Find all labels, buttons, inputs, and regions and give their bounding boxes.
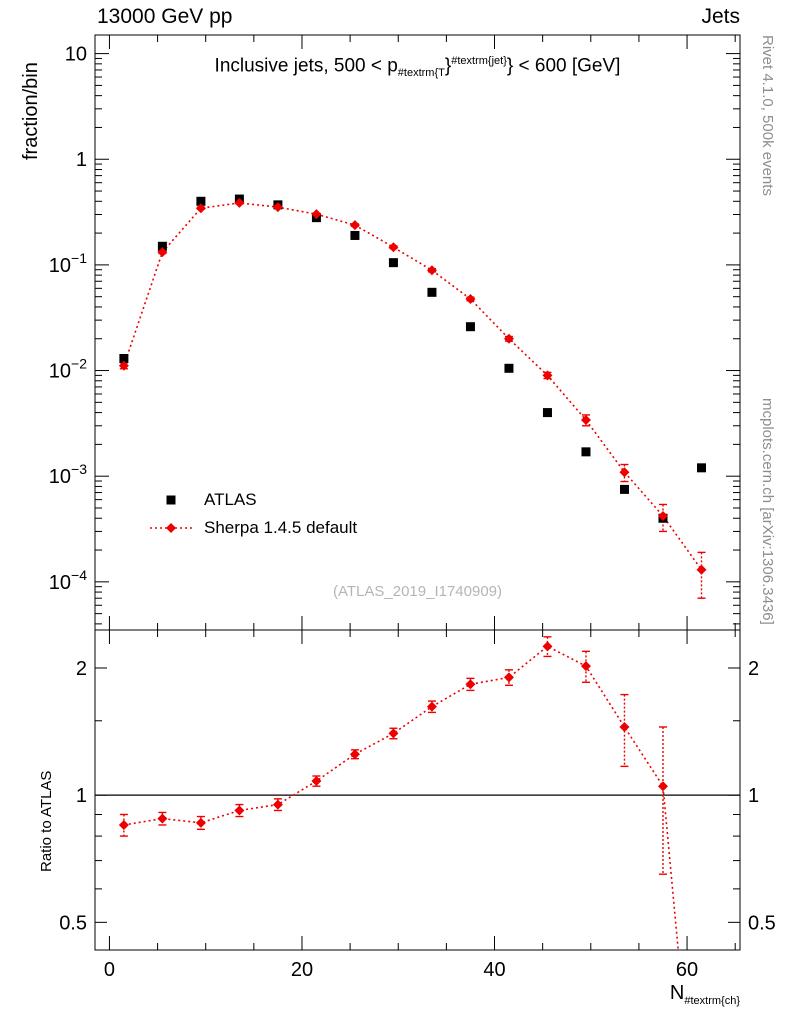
panel-title-mid: } [444,55,452,77]
mcplots-reference-note: mcplots.cern.ch [arXiv:1306.3436] [759,398,776,625]
panel-title-superscript: #textrm{jet} [451,55,507,67]
svg-text:0.5: 0.5 [59,912,87,934]
panel-title: Inclusive jets, 500 < p#textrm{T}#textrm… [95,55,740,79]
svg-text:10−4: 10−4 [49,567,87,594]
svg-text:10−1: 10−1 [49,250,87,277]
svg-text:1: 1 [76,785,87,807]
svg-text:1: 1 [748,785,759,807]
legend: ATLAS Sherpa 1.4.5 default [148,486,357,542]
svg-text:20: 20 [291,959,313,981]
svg-text:0: 0 [104,959,115,981]
y-axis-title-main: fraction/bin [20,62,42,160]
x-axis-title-subscript: #textrm{ch} [684,995,740,1007]
rivet-version-note: Rivet 4.1.0, 500k events [759,35,776,196]
y-axis-title-ratio: Ratio to ATLAS [38,770,55,872]
diamond-marker-icon [150,523,192,533]
legend-item: Sherpa 1.4.5 default [148,514,357,542]
legend-item: ATLAS [148,486,357,514]
panel-title-suffix: } < 600 [GeV] [506,55,621,77]
beam-energy-label: 13000 GeV pp [97,5,233,28]
panel-title-prefix: Inclusive jets, 500 < p [214,55,398,77]
svg-text:0.5: 0.5 [748,912,776,934]
svg-text:2: 2 [748,658,759,680]
panel-title-subscript: #textrm{T [397,67,445,80]
x-axis-title-prefix: N [669,982,685,1004]
analysis-group-label: Jets [701,5,740,28]
legend-label: Sherpa 1.4.5 default [204,518,358,537]
analysis-id-watermark: (ATLAS_2019_I1740909) [332,583,502,600]
legend-label: ATLAS [204,490,257,509]
svg-text:10: 10 [65,44,87,66]
svg-text:60: 60 [676,959,698,981]
svg-text:10−2: 10−2 [49,356,87,383]
svg-text:2: 2 [76,658,87,680]
x-axis-title: N#textrm{ch} [670,982,740,1007]
svg-text:10−3: 10−3 [49,461,87,488]
square-marker-icon [166,495,176,505]
svg-text:1: 1 [76,149,87,171]
svg-text:40: 40 [483,959,505,981]
